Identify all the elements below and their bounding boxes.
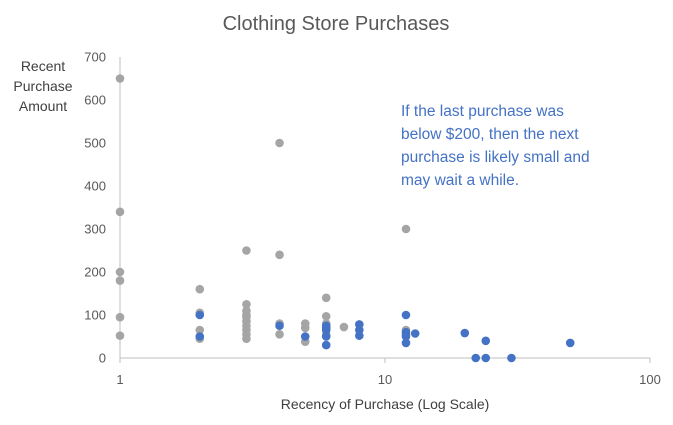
blue-data-point [410, 329, 420, 338]
y-tick-label: 400 [84, 179, 106, 194]
gray-data-point [195, 325, 205, 335]
annotation-line: may wait a while. [401, 172, 520, 189]
blue-data-point [481, 353, 491, 363]
gray-data-point [115, 276, 125, 285]
blue-data-point [355, 331, 364, 340]
blue-data-point [300, 332, 310, 341]
annotation-line: If the last purchase was [401, 103, 564, 120]
y-tick-label: 500 [84, 136, 106, 151]
gray-data-point [321, 293, 331, 303]
gray-data-point [115, 331, 125, 340]
gray-data-point [115, 74, 125, 83]
x-tick-label: 100 [639, 372, 661, 387]
gray-data-point [242, 246, 251, 255]
gray-data-point [195, 284, 205, 294]
blue-data-point [481, 336, 491, 346]
gray-data-point [115, 312, 125, 322]
annotation-line: below $200, then the next [401, 126, 579, 143]
blue-data-point [195, 310, 205, 320]
x-tick-label: 10 [378, 372, 392, 387]
y-tick-label: 200 [84, 265, 106, 280]
y-axis-label-line: Purchase [13, 78, 72, 94]
y-tick-label: 300 [84, 222, 106, 237]
blue-data-point [565, 338, 575, 348]
annotation-line: purchase is likely small and [401, 149, 590, 166]
gray-data-point [401, 224, 411, 234]
blue-data-point [321, 340, 331, 350]
blue-data-point [401, 332, 411, 341]
y-tick-label: 0 [99, 351, 106, 366]
data-points [115, 74, 575, 363]
chart-title: Clothing Store Purchases [223, 13, 450, 35]
y-axis-label-line: Recent [21, 58, 65, 74]
y-tick-labels: 0 100 200 300 400 500 600 700 [84, 50, 106, 366]
gray-data-point [339, 322, 349, 332]
blue-data-point [321, 325, 331, 335]
gray-data-point [242, 334, 251, 343]
gray-data-point [321, 311, 331, 321]
y-axis-label-line: Amount [19, 98, 67, 114]
gray-data-point [275, 138, 284, 148]
gray-data-point [275, 330, 284, 339]
y-tick-label: 600 [84, 93, 106, 108]
y-tick-label: 700 [84, 50, 106, 65]
x-tick-labels: 1 10 100 [116, 358, 661, 387]
gray-data-point [300, 323, 310, 333]
blue-data-point [471, 353, 481, 363]
gray-data-point [115, 267, 125, 277]
blue-data-point [460, 328, 470, 338]
blue-data-point [321, 332, 331, 341]
blue-data-point [195, 332, 205, 341]
gray-data-point [275, 250, 284, 260]
y-axis-label: Recent Purchase Amount [13, 58, 72, 114]
gray-data-point [242, 299, 251, 309]
blue-data-point [401, 310, 411, 320]
y-tick-label: 100 [84, 308, 106, 323]
x-axis-label: Recency of Purchase (Log Scale) [281, 396, 490, 412]
gray-data-point [115, 207, 125, 217]
blue-data-point [507, 353, 516, 363]
blue-data-point [275, 321, 284, 331]
x-tick-label: 1 [116, 372, 123, 387]
blue-data-point [401, 338, 411, 348]
annotation-text: If the last purchase was below $200, the… [401, 100, 641, 192]
